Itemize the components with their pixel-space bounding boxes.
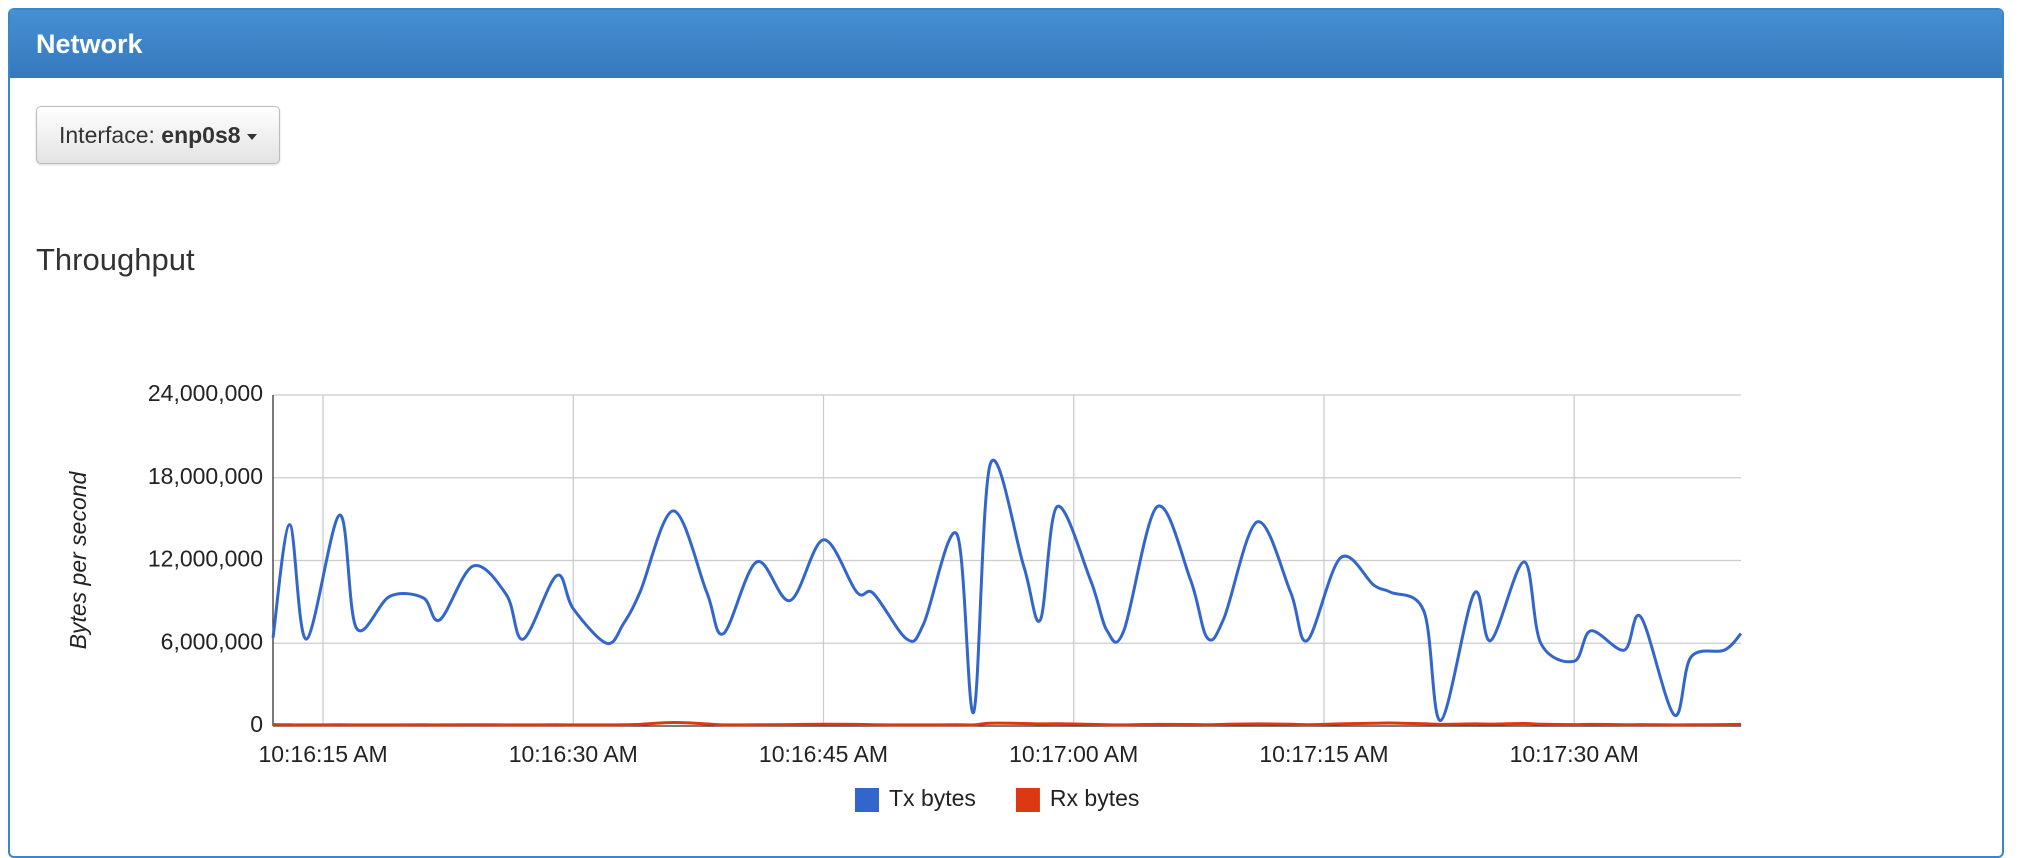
y-tick-label: 24,000,000 xyxy=(148,380,263,406)
chart: 0 6,000,000 12,000,000 18,000,000 24,000,000… xyxy=(65,380,1743,812)
x-tick-label: 10:17:30 AM xyxy=(1510,741,1639,767)
panel-header: Network xyxy=(10,10,2002,78)
legend: Tx bytes Rx bytes xyxy=(855,785,1139,812)
interface-value: enp0s8 xyxy=(161,122,241,148)
caret xyxy=(246,133,257,140)
network-panel: Network Interface: enp0s8 Throughput xyxy=(8,8,2004,858)
x-tick-label: 10:17:15 AM xyxy=(1259,741,1388,767)
interface-dropdown[interactable]: Interface: enp0s8 xyxy=(36,106,280,164)
section-title: Throughput xyxy=(36,242,195,277)
y-tick-label: 12,000,000 xyxy=(148,546,263,572)
legend-swatch xyxy=(855,788,879,812)
page: Network Interface: enp0s8 Throughput 0 6,… xyxy=(8,8,2004,858)
x-tick-label: 10:16:30 AM xyxy=(509,741,638,767)
x-tick-label: 10:16:15 AM xyxy=(258,741,387,767)
y-tick-label: 6,000,000 xyxy=(161,628,263,654)
legend-swatch xyxy=(1015,788,1040,812)
legend-label: Tx bytes xyxy=(889,785,976,811)
panel-title: Network xyxy=(36,29,143,59)
y-tick-label: 0 xyxy=(250,711,263,737)
y-axis-title: Bytes per second xyxy=(65,470,91,649)
x-tick-label: 10:17:00 AM xyxy=(1009,741,1138,767)
interface-label: Interface: xyxy=(59,122,155,148)
x-tick-label: 10:16:45 AM xyxy=(759,741,888,767)
data-line xyxy=(272,721,1742,727)
legend-label: Rx bytes xyxy=(1050,785,1139,811)
y-tick-label: 18,000,000 xyxy=(148,463,263,489)
data-line xyxy=(271,458,1743,722)
